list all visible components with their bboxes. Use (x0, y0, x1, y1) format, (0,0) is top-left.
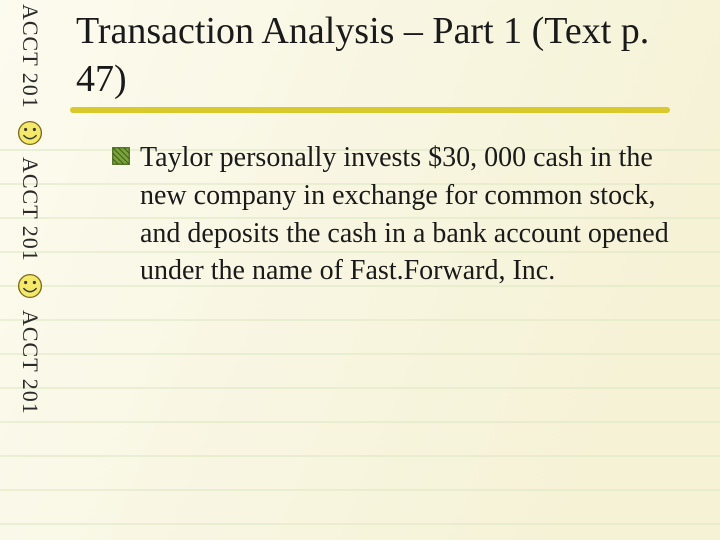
body-text: Taylor personally invests $30, 000 cash … (140, 139, 680, 290)
smiley-icon (16, 119, 44, 147)
title-underline (70, 107, 670, 113)
course-label-3: ACCT 201 (17, 310, 43, 415)
bullet-icon (110, 145, 132, 167)
slide-title: Transaction Analysis – Part 1 (Text p. 4… (70, 8, 700, 105)
course-label-1: ACCT 201 (17, 4, 43, 109)
content-area: Transaction Analysis – Part 1 (Text p. 4… (70, 8, 700, 290)
course-label-2: ACCT 201 (17, 157, 43, 262)
sidebar: ACCT 201 ACCT 201 ACCT 201 (0, 0, 60, 540)
smiley-icon (16, 272, 44, 300)
body-row: Taylor personally invests $30, 000 cash … (110, 139, 680, 290)
